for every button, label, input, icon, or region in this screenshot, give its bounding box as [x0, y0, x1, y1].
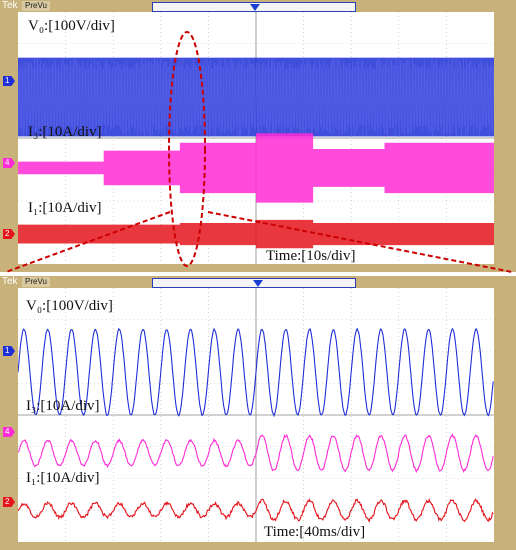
bottom-scope-screen: V₀:[100V/div] I₃:[10A/div] I₁:[10A/div] …: [18, 288, 494, 542]
top-ch4-marker: 4: [3, 158, 15, 168]
top-v0-label: V₀:[100V/div]: [28, 18, 115, 34]
bottom-scope: Tek PreVu V₀:[100V/div] I₃:[10A/div] I₁:…: [0, 276, 516, 550]
bottom-i1-trace: [18, 497, 494, 523]
bottom-grid: [18, 288, 494, 542]
bottom-i3-trace: [18, 433, 494, 474]
top-i1-envelope: [18, 219, 494, 249]
bottom-ch4-marker: 4: [3, 427, 15, 437]
top-scope-frame-right: [494, 12, 516, 268]
top-scope-frame-bottom: [0, 264, 516, 272]
bottom-time-label: Time:[40ms/div]: [264, 524, 366, 540]
bottom-v0-label: V₀:[100V/div]: [26, 298, 113, 314]
bottom-scope-status-bar: Tek PreVu: [0, 276, 516, 288]
top-i3-label: I₃:[10A/div]: [28, 124, 102, 140]
bottom-scope-frame-bottom: [0, 542, 516, 550]
bottom-ch2-marker: 2: [3, 497, 15, 507]
top-scope-status-bar: Tek PreVu: [0, 0, 516, 12]
top-scope-trigger-position-icon: [250, 4, 260, 11]
bottom-scope-frame-right: [494, 288, 516, 550]
bottom-ch1-marker: 1: [3, 346, 15, 356]
top-i1-label: I₁:[10A/div]: [28, 200, 102, 216]
bottom-v0-trace: [18, 327, 494, 418]
bottom-i3-label: I₃:[10A/div]: [26, 398, 100, 414]
bottom-scope-plot: [18, 288, 494, 542]
top-scope-mode: PreVu: [22, 1, 50, 11]
bottom-scope-mode: PreVu: [22, 277, 50, 287]
top-v0-trace: [18, 57, 494, 137]
bottom-scope-frame-left: [0, 288, 18, 550]
bottom-scope-trigger-position-icon: [253, 280, 263, 287]
bottom-scope-brand: Tek: [2, 276, 18, 287]
top-time-label: Time:[10s/div]: [266, 248, 356, 264]
bottom-i1-label: I₁:[10A/div]: [26, 470, 100, 486]
top-scope: Tek PreVu V₀:[100V/div] I₃:[10A/div] I₁:…: [0, 0, 516, 272]
top-scope-screen: V₀:[100V/div] I₃:[10A/div] I₁:[10A/div] …: [18, 12, 494, 264]
top-ch1-marker: 1: [3, 76, 15, 86]
top-i3-envelope: [18, 133, 494, 203]
top-scope-brand: Tek: [2, 0, 18, 11]
